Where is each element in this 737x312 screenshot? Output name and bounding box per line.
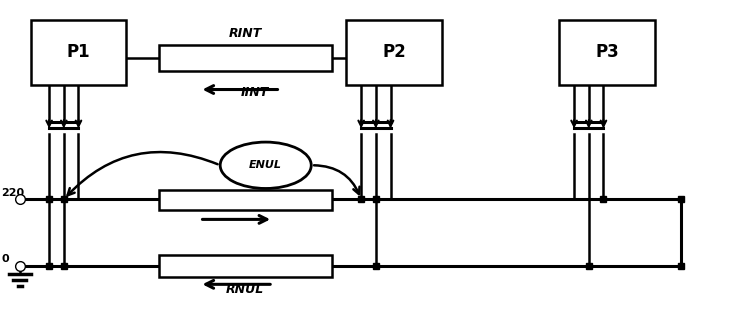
Text: P2: P2 [383,43,406,61]
Text: ENUL: ENUL [249,160,282,170]
Text: 0: 0 [1,254,9,264]
Text: RNUL: RNUL [226,283,265,296]
Text: 220: 220 [1,188,24,198]
Bar [159,190,332,210]
Bar [159,255,332,277]
Bar [159,45,332,71]
Text: RINT: RINT [228,27,262,40]
Text: P3: P3 [595,43,619,61]
Text: IINT: IINT [240,86,269,99]
Ellipse shape [220,142,311,188]
Bar [31,20,126,85]
Text: P1: P1 [66,43,91,61]
Bar [346,20,442,85]
Bar [559,20,655,85]
